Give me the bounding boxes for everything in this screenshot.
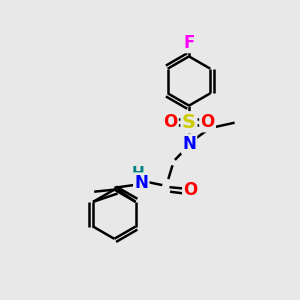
Text: H: H	[132, 166, 145, 181]
Text: S: S	[182, 112, 196, 132]
Text: F: F	[183, 34, 195, 52]
Text: O: O	[183, 181, 198, 199]
Text: N: N	[182, 135, 196, 153]
Text: N: N	[134, 174, 148, 192]
Text: O: O	[163, 113, 178, 131]
Text: O: O	[200, 113, 215, 131]
